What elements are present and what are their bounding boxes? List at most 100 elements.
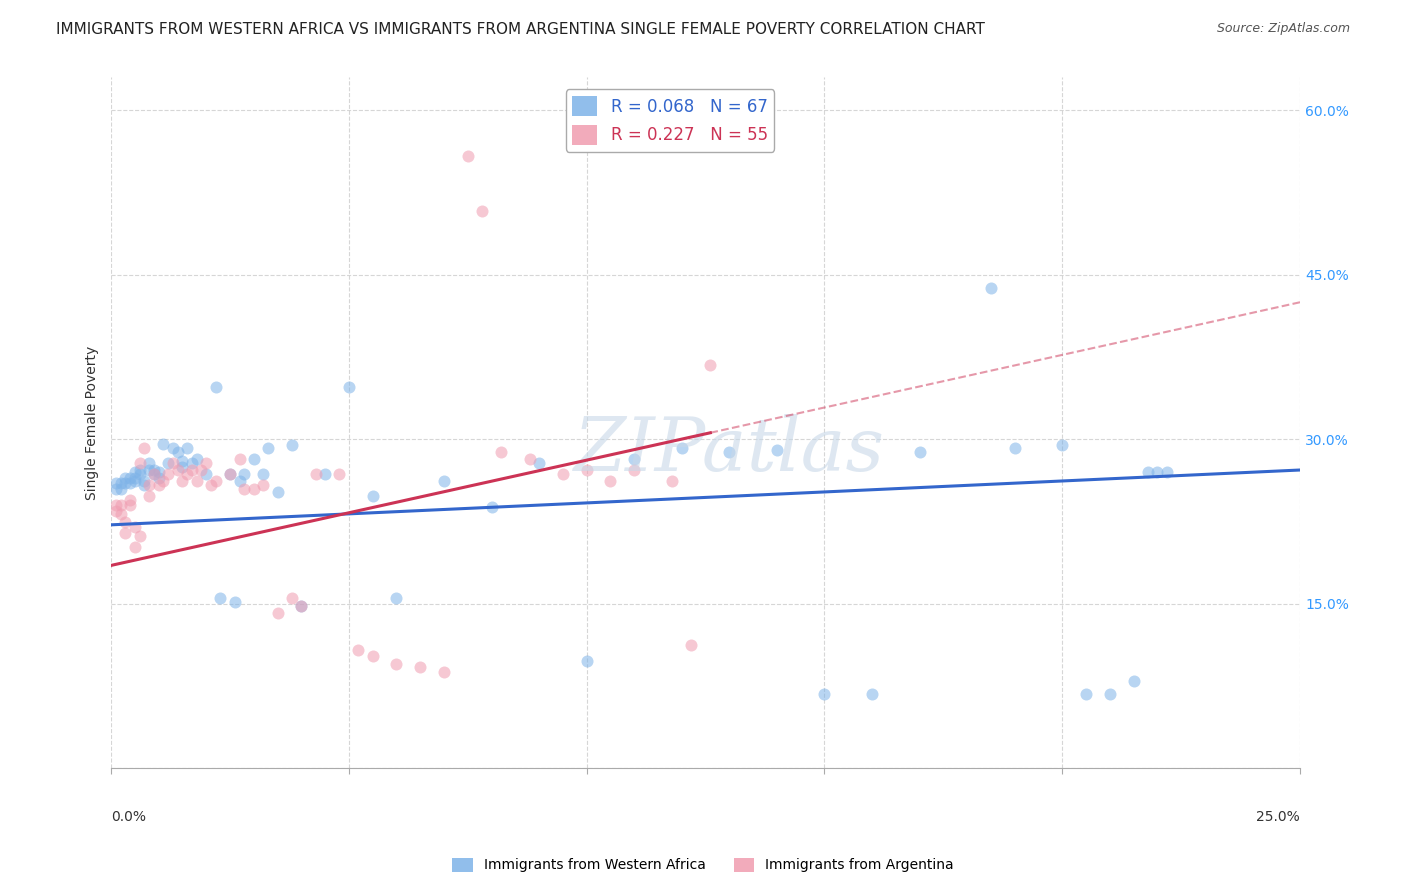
Point — [385, 657, 408, 672]
Point — [128, 463, 150, 477]
Point — [337, 379, 360, 393]
Text: Source: ZipAtlas.com: Source: ZipAtlas.com — [1216, 22, 1350, 36]
Point — [1074, 687, 1097, 701]
Point — [120, 492, 142, 507]
Point — [142, 463, 165, 477]
Point — [209, 591, 232, 606]
Point — [104, 482, 127, 496]
Point — [110, 482, 132, 496]
Point — [176, 467, 198, 482]
Point — [138, 489, 160, 503]
Point — [219, 467, 242, 482]
Point — [290, 599, 312, 613]
Point — [124, 540, 146, 554]
Point — [124, 465, 146, 479]
Point — [527, 457, 550, 471]
Point — [134, 478, 156, 492]
Point — [157, 457, 180, 471]
Point — [134, 474, 156, 488]
Point — [813, 687, 835, 701]
Point — [228, 452, 250, 467]
Point — [233, 467, 256, 482]
Point — [142, 467, 165, 482]
Point — [661, 474, 683, 488]
Point — [519, 452, 541, 467]
Point — [148, 471, 170, 485]
Point — [114, 525, 136, 540]
Point — [266, 484, 288, 499]
Point — [242, 452, 264, 467]
Point — [114, 476, 136, 491]
Point — [1136, 465, 1159, 479]
Point — [162, 457, 184, 471]
Point — [599, 474, 621, 488]
Point — [1098, 687, 1121, 701]
Point — [471, 204, 494, 219]
Legend: Immigrants from Western Africa, Immigrants from Argentina: Immigrants from Western Africa, Immigran… — [446, 852, 960, 878]
Point — [433, 665, 456, 679]
Point — [204, 474, 226, 488]
Point — [551, 467, 574, 482]
Point — [186, 474, 208, 488]
Point — [172, 459, 194, 474]
Point — [766, 443, 789, 458]
Point — [142, 467, 165, 482]
Point — [172, 474, 194, 488]
Point — [138, 463, 160, 477]
Point — [266, 606, 288, 620]
Point — [186, 452, 208, 467]
Point — [181, 457, 204, 471]
Point — [361, 649, 384, 664]
Point — [166, 445, 188, 459]
Point — [114, 515, 136, 529]
Point — [457, 149, 479, 163]
Point — [623, 463, 645, 477]
Point — [104, 498, 127, 512]
Text: 0.0%: 0.0% — [111, 810, 146, 823]
Point — [252, 467, 274, 482]
Point — [138, 457, 160, 471]
Point — [204, 379, 226, 393]
Point — [980, 281, 1002, 295]
Point — [190, 463, 212, 477]
Point — [166, 463, 188, 477]
Point — [290, 599, 312, 613]
Point — [361, 489, 384, 503]
Point — [718, 445, 741, 459]
Text: ZIPatlas: ZIPatlas — [574, 414, 884, 487]
Point — [314, 467, 336, 482]
Point — [152, 474, 174, 488]
Point — [172, 454, 194, 468]
Point — [281, 591, 304, 606]
Point — [120, 476, 142, 491]
Point — [224, 594, 246, 608]
Y-axis label: Single Female Poverty: Single Female Poverty — [86, 346, 100, 500]
Point — [681, 639, 703, 653]
Legend: R = 0.068   N = 67, R = 0.227   N = 55: R = 0.068 N = 67, R = 0.227 N = 55 — [565, 89, 775, 152]
Point — [162, 441, 184, 455]
Point — [219, 467, 242, 482]
Point — [110, 476, 132, 491]
Point — [1052, 438, 1074, 452]
Point — [409, 660, 432, 674]
Point — [699, 358, 721, 372]
Point — [176, 441, 198, 455]
Point — [120, 471, 142, 485]
Text: 25.0%: 25.0% — [1257, 810, 1301, 823]
Point — [304, 467, 326, 482]
Point — [908, 445, 931, 459]
Point — [134, 441, 156, 455]
Point — [1122, 673, 1144, 688]
Point — [124, 520, 146, 534]
Point — [860, 687, 883, 701]
Point — [671, 441, 693, 455]
Point — [110, 498, 132, 512]
Point — [128, 457, 150, 471]
Point — [623, 452, 645, 467]
Point — [433, 474, 456, 488]
Point — [195, 457, 218, 471]
Point — [120, 498, 142, 512]
Point — [200, 478, 222, 492]
Point — [1156, 465, 1178, 479]
Point — [157, 467, 180, 482]
